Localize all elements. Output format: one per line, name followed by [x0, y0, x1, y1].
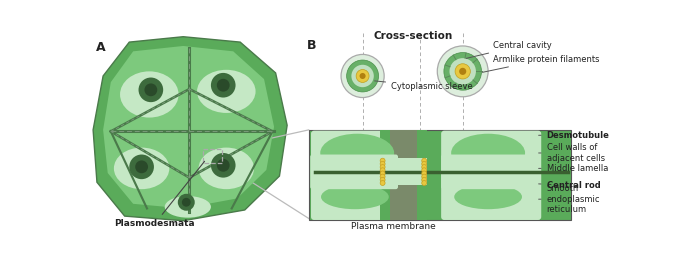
Text: Cytoplasmic sleeve: Cytoplasmic sleeve	[374, 81, 472, 91]
Circle shape	[421, 161, 427, 166]
Circle shape	[360, 73, 365, 79]
Circle shape	[217, 79, 230, 92]
Bar	[379, 130, 391, 220]
Circle shape	[421, 168, 427, 173]
Text: Smooth
endoplasmic
reticulum: Smooth endoplasmic reticulum	[538, 184, 600, 214]
Circle shape	[135, 161, 148, 173]
Polygon shape	[103, 46, 274, 209]
Text: A: A	[96, 40, 106, 54]
Circle shape	[421, 158, 427, 163]
Text: Desmotubule: Desmotubule	[538, 131, 610, 140]
Circle shape	[380, 177, 385, 182]
Text: Plasma membrane: Plasma membrane	[351, 222, 436, 232]
Ellipse shape	[454, 185, 522, 209]
FancyBboxPatch shape	[310, 155, 398, 189]
Text: Cell walls of
adjacent cells: Cell walls of adjacent cells	[538, 143, 605, 163]
Text: Cross-section: Cross-section	[373, 31, 452, 41]
Ellipse shape	[452, 134, 525, 172]
Circle shape	[380, 161, 385, 166]
Ellipse shape	[114, 147, 169, 189]
Circle shape	[455, 64, 470, 79]
Circle shape	[341, 55, 384, 98]
Ellipse shape	[164, 196, 211, 218]
Ellipse shape	[321, 185, 388, 209]
Circle shape	[459, 68, 466, 75]
Circle shape	[421, 165, 427, 170]
Ellipse shape	[199, 147, 254, 189]
Circle shape	[438, 46, 488, 97]
Circle shape	[351, 65, 374, 87]
FancyBboxPatch shape	[311, 131, 411, 220]
Circle shape	[421, 174, 427, 179]
Text: B: B	[307, 39, 316, 52]
Text: Central cavity: Central cavity	[466, 41, 552, 58]
Polygon shape	[93, 37, 287, 221]
Circle shape	[144, 84, 158, 96]
Text: Armlike protein filaments: Armlike protein filaments	[482, 55, 599, 72]
Bar	[203, 149, 222, 163]
Circle shape	[380, 174, 385, 179]
Circle shape	[182, 198, 190, 207]
Circle shape	[421, 181, 427, 186]
Text: Central rod: Central rod	[538, 181, 601, 190]
Circle shape	[444, 52, 482, 90]
Circle shape	[130, 155, 154, 179]
Ellipse shape	[120, 71, 178, 117]
Circle shape	[211, 153, 235, 178]
Circle shape	[217, 159, 230, 172]
Circle shape	[211, 73, 235, 98]
Circle shape	[380, 158, 385, 163]
Circle shape	[449, 58, 476, 85]
Circle shape	[380, 168, 385, 173]
FancyBboxPatch shape	[441, 131, 541, 220]
Text: Middle lamella: Middle lamella	[538, 164, 608, 173]
FancyBboxPatch shape	[441, 155, 529, 189]
Circle shape	[380, 165, 385, 170]
Circle shape	[178, 194, 195, 211]
Circle shape	[380, 171, 385, 176]
Ellipse shape	[321, 134, 394, 172]
Ellipse shape	[197, 70, 256, 113]
Bar	[416, 130, 427, 220]
Bar	[391, 130, 416, 220]
Circle shape	[421, 177, 427, 182]
Circle shape	[356, 69, 369, 82]
Circle shape	[380, 181, 385, 186]
Circle shape	[346, 60, 379, 92]
Bar	[309, 130, 570, 220]
Text: Plasmodesmata: Plasmodesmata	[114, 161, 204, 228]
Bar	[379, 158, 427, 185]
Circle shape	[421, 171, 427, 176]
Circle shape	[139, 78, 163, 102]
